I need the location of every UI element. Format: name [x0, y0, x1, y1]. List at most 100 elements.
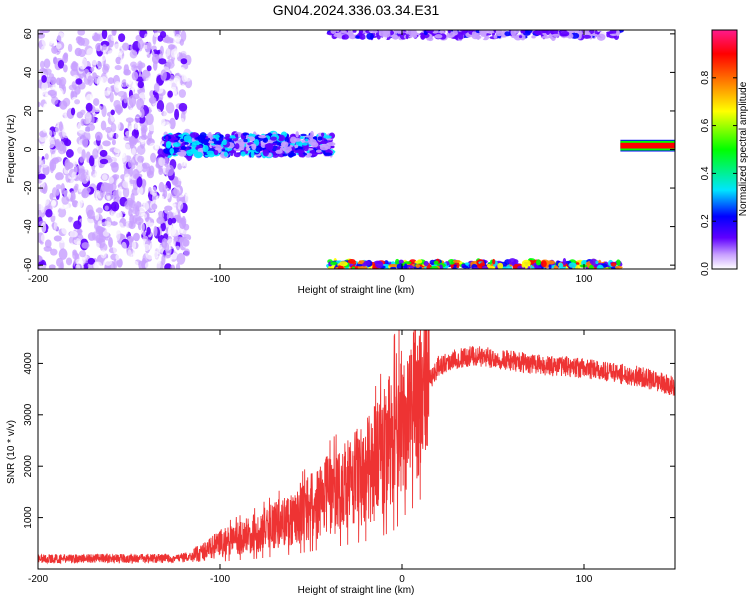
spectrogram-cell — [50, 76, 57, 85]
spectrogram-cell — [434, 34, 443, 39]
spectrogram-cell — [171, 188, 180, 199]
spectrogram-cell — [50, 211, 60, 217]
spectrogram-x-tick-label: 0 — [399, 274, 405, 285]
spectrogram-cell — [453, 264, 457, 267]
spectrogram-cell — [294, 144, 299, 149]
spectrogram-cell — [148, 142, 157, 153]
spectrogram-cell — [221, 140, 227, 146]
spectrogram-cell — [90, 59, 99, 66]
spectrogram-cell — [299, 136, 304, 140]
spectrogram-cell — [615, 259, 621, 266]
spectrogram-cell — [549, 30, 559, 35]
spectrogram-cell — [125, 117, 134, 123]
snr-x-tick-label: -100 — [210, 574, 230, 585]
spectrogram-cell — [518, 35, 523, 39]
spectrogram-cell — [137, 195, 143, 203]
spectrogram-cell — [114, 65, 122, 71]
spectrogram-cell — [150, 152, 157, 163]
spectrogram-cell — [69, 230, 78, 238]
spectrogram-cell — [70, 107, 76, 116]
spectrogram-cell — [157, 35, 164, 42]
spectrogram-y-tick-label: 20 — [23, 105, 34, 117]
spectrogram-cell — [115, 130, 124, 142]
spectrogram-cell — [156, 242, 161, 255]
spectrogram-cell — [96, 226, 105, 233]
spectrogram-cell — [165, 135, 169, 142]
spectrogram-cell — [51, 96, 59, 105]
spectrogram-cell — [79, 156, 84, 163]
spectrogram-cell — [144, 33, 149, 43]
snr-y-tick-label: 2000 — [23, 455, 34, 478]
spectrogram-cell — [132, 260, 139, 267]
spectrogram-cell — [40, 233, 47, 243]
spectrogram-cell — [125, 78, 131, 88]
spectrogram-cell — [551, 33, 561, 37]
spectrogram-cell — [53, 235, 62, 242]
spectrogram-cell — [78, 172, 87, 182]
spectrogram-cell — [180, 118, 185, 125]
spectrogram-cell — [452, 266, 457, 269]
spectrogram-cell — [122, 143, 131, 150]
spectrogram-cell — [127, 159, 133, 168]
spectrogram-cell — [609, 30, 618, 34]
spectrogram-cell — [134, 205, 140, 217]
spectrogram-cell — [251, 143, 257, 151]
spectrogram-cell — [265, 144, 274, 151]
spectrogram-cell — [433, 260, 439, 265]
spectrogram-cell — [71, 171, 77, 180]
spectrogram-cell — [189, 132, 199, 138]
spectrogram-cell — [148, 96, 157, 104]
spectrogram-cell — [169, 148, 175, 155]
spectrogram-cell — [301, 139, 306, 144]
figure-title: GN04.2024.336.03.34.E31 — [273, 2, 440, 18]
spectrogram-cell — [107, 194, 115, 202]
spectrogram-cell — [165, 140, 172, 148]
spectrogram-cell — [96, 66, 103, 77]
spectrogram-cell — [167, 30, 176, 39]
spectrogram-cell — [114, 229, 121, 241]
spectrogram-cell — [177, 201, 184, 211]
spectrogram-cell — [174, 245, 181, 254]
spectrogram-cell — [39, 142, 46, 154]
spectrogram-cell — [358, 30, 364, 34]
spectrogram-cell — [38, 95, 41, 104]
spectrogram-cell — [330, 30, 337, 35]
spectrogram-cell — [150, 212, 159, 220]
spectrogram-cell — [596, 33, 606, 41]
spectrogram-cell — [497, 262, 504, 269]
spectrogram-cell — [420, 33, 426, 40]
spectrogram-cell — [452, 259, 461, 263]
spectrogram-cell — [92, 98, 100, 106]
spectrogram-cell — [148, 124, 157, 132]
spectrogram-cell — [165, 164, 175, 177]
spectrogram-cell — [303, 144, 309, 152]
spectrogram-cell — [403, 261, 412, 265]
spectrogram-cell — [298, 152, 304, 158]
spectrogram-cell — [38, 247, 45, 255]
spectrogram-cell — [229, 135, 237, 139]
spectrogram-cell — [535, 259, 541, 266]
spectrogram-cell — [93, 104, 102, 111]
spectrogram-cell — [63, 36, 69, 44]
spectrogram-cell — [581, 260, 587, 266]
spectrogram-cell — [99, 93, 106, 103]
spectrogram-cell — [145, 113, 154, 126]
spectrogram-cell — [330, 261, 338, 266]
spectrogram-cell — [128, 95, 137, 107]
spectrogram-cell — [96, 32, 104, 42]
spectrogram-cell — [110, 35, 116, 42]
spectrogram-cell — [104, 205, 109, 211]
spectrogram-cell — [510, 30, 517, 36]
spectrogram-cell — [282, 153, 288, 157]
spectrogram-cell — [61, 195, 70, 205]
spectrogram-cell — [51, 45, 58, 54]
spectrogram-cell — [302, 142, 308, 146]
spectrogram-cell — [160, 222, 166, 232]
spectrogram-cell — [139, 92, 148, 99]
spectrogram-cell — [129, 79, 136, 91]
spectrogram-cell — [481, 266, 489, 269]
spectrogram-cell — [137, 155, 145, 163]
spectrogram-cell — [112, 30, 117, 36]
spectrogram-cell — [447, 259, 456, 265]
spectrogram-cell — [105, 71, 114, 79]
